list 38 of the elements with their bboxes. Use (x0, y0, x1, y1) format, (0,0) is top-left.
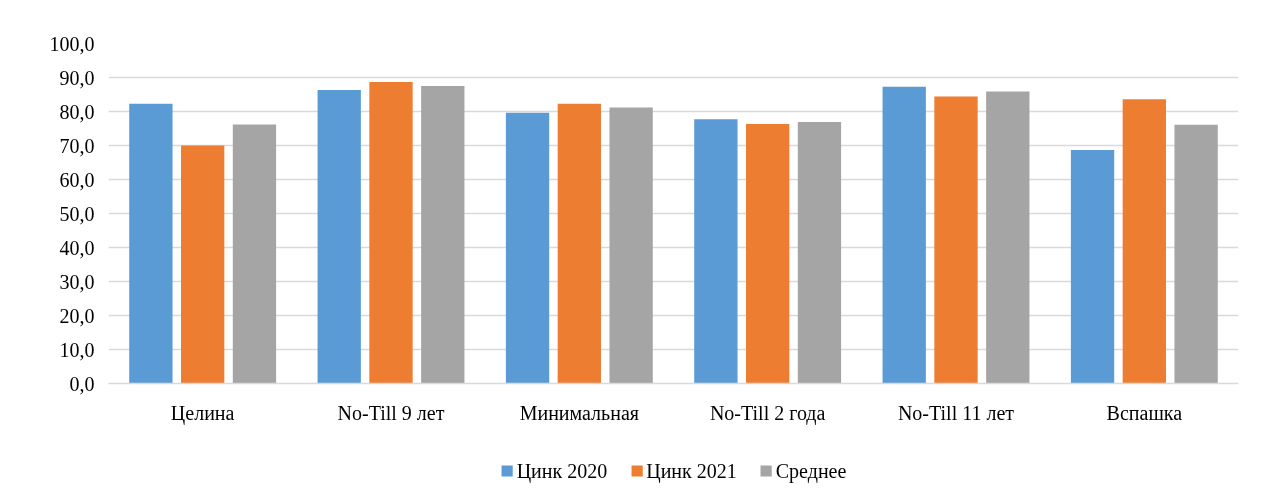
bar (746, 124, 790, 384)
y-tick-label: 40,0 (59, 236, 95, 259)
bar (421, 86, 465, 384)
bar (369, 81, 413, 384)
y-tick-label: 10,0 (59, 338, 95, 361)
bar (557, 103, 601, 384)
y-tick-label: 100,0 (49, 32, 95, 55)
bar (797, 122, 842, 384)
legend-label: Цинк 2020 (516, 459, 608, 482)
legend-label: Цинк 2021 (646, 459, 737, 482)
y-tick-label: 70,0 (59, 134, 95, 157)
bar (181, 145, 225, 384)
x-tick-label: No-Till 11 лет (897, 401, 1015, 424)
bar (232, 124, 277, 384)
bar (129, 103, 173, 384)
bar (1070, 149, 1115, 384)
legend-label: Среднее (775, 459, 847, 482)
bar (317, 90, 361, 384)
bar (609, 107, 653, 384)
y-tick-label: 90,0 (59, 66, 95, 89)
bar (505, 112, 550, 384)
y-tick-label: 20,0 (59, 304, 95, 327)
x-tick-label: No-Till 9 лет (337, 401, 445, 424)
y-tick-label: 30,0 (59, 270, 95, 293)
bar (882, 86, 926, 384)
bar (694, 119, 738, 384)
x-tick-label: Вспашка (1106, 401, 1183, 424)
y-tick-label: 60,0 (59, 168, 95, 191)
bar (934, 96, 978, 384)
x-tick-label: Целина (170, 401, 235, 425)
y-tick-label: 80,0 (59, 100, 95, 123)
x-tick-label: Минимальная (519, 401, 640, 424)
y-tick-label: 50,0 (59, 202, 95, 225)
y-tick-label: 0,0 (69, 372, 95, 395)
x-tick-label: No-Till 2 года (709, 401, 826, 425)
bar (1174, 124, 1218, 384)
bar (986, 91, 1030, 384)
bar (1122, 99, 1166, 384)
